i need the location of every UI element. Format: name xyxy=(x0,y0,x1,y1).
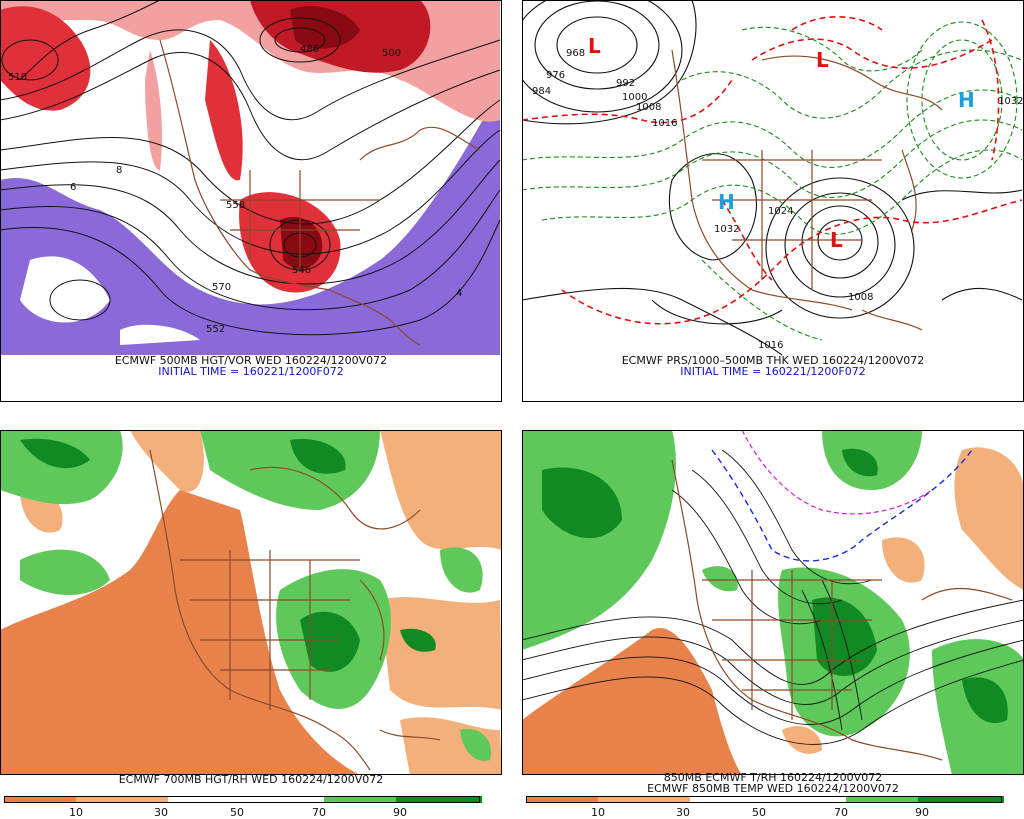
colorbar-label: 10 xyxy=(591,806,605,819)
panel-500mb-vorticity: 510 486 500 558 546 570 552 6 8 4 ECMWF … xyxy=(0,0,502,402)
high-pressure-symbol: H xyxy=(958,88,975,112)
t850-map xyxy=(522,430,1024,775)
isobar-label: 1000 xyxy=(622,92,648,103)
initial-time: INITIAL TIME = 160221/1200F072 xyxy=(680,365,866,378)
panel-caption: ECMWF 700MB HGT/RH WED 160224/1200V072 xyxy=(118,773,384,786)
contour-label: 4 xyxy=(456,288,463,299)
contour-label: 8 xyxy=(116,165,123,176)
contour-label: 500 xyxy=(382,48,402,59)
contour-label: 546 xyxy=(292,265,312,276)
colorbar-label: 30 xyxy=(676,806,690,819)
panel-850mb-temp-rh: 850MB ECMWF T/RH 160224/1200V072 ECMWF 8… xyxy=(522,430,1024,819)
colorbar-label: 10 xyxy=(69,806,83,819)
panel-frame xyxy=(522,430,1024,775)
low-pressure-symbol: L xyxy=(816,48,829,72)
isobar-label: 1016 xyxy=(758,340,784,351)
panel-frame xyxy=(522,0,1024,402)
colorbar-label: 50 xyxy=(752,806,766,819)
panel-700mb-rh: ECMWF 700MB HGT/RH WED 160224/1200V072 1… xyxy=(0,430,502,819)
isobar-label: 984 xyxy=(532,86,552,97)
negative-vorticity-area xyxy=(0,90,500,355)
isobar-label: 976 xyxy=(546,70,566,81)
isobar-label: 1008 xyxy=(848,292,874,303)
colorbar-label: 30 xyxy=(154,806,168,819)
contour-label: 486 xyxy=(300,44,320,55)
panel-caption: ECMWF 500MB HGT/VOR WED 160224/1200V072 xyxy=(114,354,388,367)
isobar-label: 1016 xyxy=(652,118,678,129)
initial-time: INITIAL TIME = 160221/1200F072 xyxy=(158,365,344,378)
rh-colorbar: 10 30 50 70 90 xyxy=(526,796,1004,819)
colorbar-label: 90 xyxy=(393,806,407,819)
colorbar-label: 70 xyxy=(834,806,848,819)
panel-frame xyxy=(0,430,502,775)
colorbar-label: 50 xyxy=(230,806,244,819)
pressure-map xyxy=(522,0,1024,356)
vorticity-map xyxy=(0,0,502,355)
low-pressure-symbol: L xyxy=(830,228,843,252)
panel-caption: ECMWF PRS/1000–500MB THK WED 160224/1200… xyxy=(621,354,925,367)
rh700-map xyxy=(0,430,502,775)
panel-frame xyxy=(0,0,502,402)
isobar-label: 992 xyxy=(616,78,636,89)
panel-caption-line2: ECMWF 850MB TEMP WED 160224/1200V072 xyxy=(647,782,899,795)
rh-colorbar: 10 30 50 70 90 xyxy=(4,796,482,819)
colorbar-label: 70 xyxy=(312,806,326,819)
contour-label: 570 xyxy=(212,282,232,293)
isobar-label: 1032 xyxy=(714,224,740,235)
high-pressure-symbol: H xyxy=(718,190,735,214)
contour-label: 558 xyxy=(226,200,246,211)
contour-label: 510 xyxy=(8,72,28,83)
panel-mslp-thickness: L L L H H 968 976 984 992 1000 1008 1016… xyxy=(522,0,1024,402)
isobar-label: 1032 xyxy=(998,96,1024,107)
contour-label: 552 xyxy=(206,324,226,335)
dry-area xyxy=(522,628,742,775)
low-pressure-symbol: L xyxy=(588,34,601,58)
panel-caption-line1: 850MB ECMWF T/RH 160224/1200V072 xyxy=(663,771,883,784)
contour-label: 6 xyxy=(70,182,77,193)
isobar-label: 1008 xyxy=(636,102,662,113)
isobar-label: 968 xyxy=(566,48,586,59)
isobar-label: 1024 xyxy=(768,206,794,217)
colorbar-label: 90 xyxy=(915,806,929,819)
